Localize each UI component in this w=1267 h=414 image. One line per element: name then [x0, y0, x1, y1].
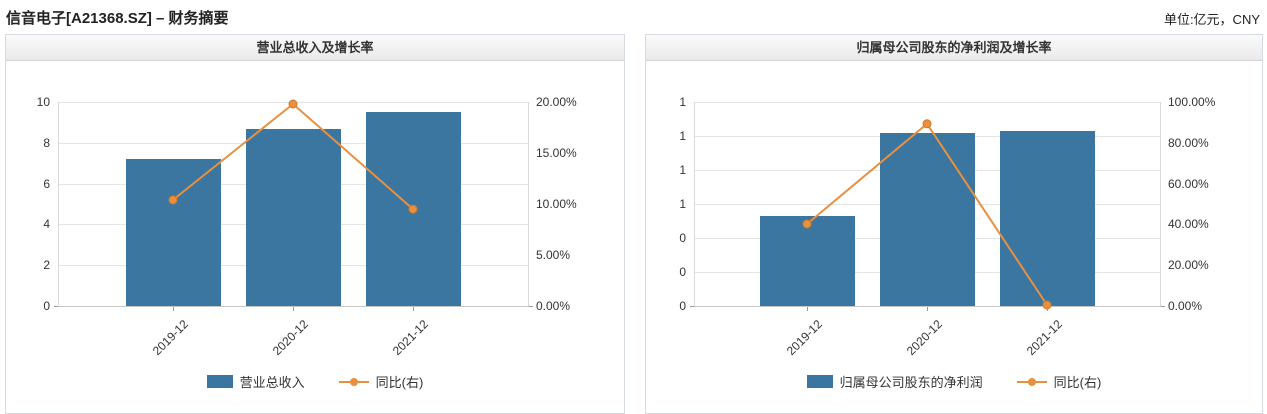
legend-item-line[interactable]: 同比(右): [338, 372, 424, 391]
x-axis-line: [58, 306, 529, 307]
right-axis-tick: [529, 306, 533, 307]
legend-item-bar[interactable]: 归属母公司股东的净利润: [806, 372, 983, 391]
legend-label: 同比(右): [1053, 375, 1102, 390]
revenue-chart-panel: 营业总收入及增长率 10 8 6 4 2 0 20.00% 15.00% 10.00% 5.00%…: [5, 34, 625, 414]
growth-point-2019-12[interactable]: [802, 219, 812, 229]
x-axis-label-2019-12: 2019-12: [783, 317, 825, 359]
growth-line[interactable]: [806, 122, 1048, 306]
x-axis-label-2019-12: 2019-12: [149, 317, 191, 359]
bar-2019-12[interactable]: [759, 216, 855, 306]
legend-label: 同比(右): [375, 375, 424, 390]
chart-legend: 营业总收入 同比(右): [6, 372, 624, 391]
left-y-axis-label: 0: [679, 265, 686, 279]
x-axis-tick: [1047, 307, 1048, 311]
line-series-swatch-icon: [1016, 375, 1047, 388]
left-y-axis-label: 6: [43, 177, 50, 191]
right-y-axis-label: 80.00%: [1168, 136, 1209, 150]
legend-item-bar[interactable]: 营业总收入: [206, 372, 305, 391]
chart-legend: 归属母公司股东的净利润 同比(右): [646, 372, 1262, 391]
right-y-axis-line: [528, 102, 529, 306]
right-y-axis-label: 100.00%: [1168, 95, 1216, 109]
right-axis-tick: [1161, 306, 1165, 307]
legend-label: 营业总收入: [239, 375, 305, 390]
left-y-axis-line: [694, 102, 695, 306]
left-y-axis-label: 1: [679, 95, 686, 109]
growth-point-2021-12[interactable]: [408, 204, 418, 214]
x-axis-tick: [293, 307, 294, 311]
left-y-axis-label: 0: [43, 299, 50, 313]
right-y-axis-label: 40.00%: [1168, 217, 1209, 231]
left-y-axis-label: 1: [679, 197, 686, 211]
x-axis-label-2021-12: 2021-12: [1023, 317, 1065, 359]
left-axis-tick: [690, 306, 694, 307]
left-y-axis-label: 2: [43, 258, 50, 272]
right-y-axis-label: 0.00%: [1168, 299, 1203, 313]
left-y-axis-label: 1: [679, 129, 686, 143]
bar-series-swatch-icon: [206, 375, 233, 388]
left-y-axis-label: 0: [679, 299, 686, 313]
left-y-axis-label: 8: [43, 136, 50, 150]
right-y-axis-label: 0.00%: [536, 299, 571, 313]
line-series-swatch-icon: [338, 375, 369, 388]
bar-2019-12[interactable]: [125, 159, 221, 306]
growth-line-layer: [168, 99, 418, 214]
right-y-axis-line: [1160, 102, 1161, 306]
growth-line-layer: [802, 119, 1052, 310]
x-axis-tick: [927, 307, 928, 311]
legend-label: 归属母公司股东的净利润: [839, 375, 983, 390]
growth-point-2019-12[interactable]: [168, 195, 178, 205]
right-y-axis-label: 15.00%: [536, 146, 577, 160]
left-y-axis-label: 0: [679, 231, 686, 245]
left-axis-tick: [54, 306, 58, 307]
x-axis-tick: [807, 307, 808, 311]
growth-point-2020-12[interactable]: [922, 119, 932, 129]
revenue-chart: 10 8 6 4 2 0 20.00% 15.00% 10.00% 5.00% 0.00% 2019-…: [6, 61, 624, 413]
line-swatch-dot: [349, 378, 358, 386]
bar-2020-12[interactable]: [245, 129, 341, 306]
net-profit-chart: 1 1 1 1 0 0 0 100.00% 80.00% 60.00% 40.00% 20.00% 0.…: [646, 61, 1262, 413]
x-axis-label-2020-12: 2020-12: [903, 317, 945, 359]
left-y-axis-label: 1: [679, 163, 686, 177]
bar-2020-12[interactable]: [879, 133, 975, 306]
right-y-axis-label: 5.00%: [536, 248, 571, 262]
right-y-axis-label: 10.00%: [536, 197, 577, 211]
revenue-chart-title: 营业总收入及增长率: [6, 35, 624, 61]
right-y-axis-label: 20.00%: [1168, 258, 1209, 272]
x-axis-line: [694, 306, 1161, 307]
page-title: 信音电子[A21368.SZ] – 财务摘要: [6, 10, 229, 27]
right-y-axis-label: 20.00%: [536, 95, 577, 109]
gridline: [694, 102, 1160, 103]
net-profit-chart-panel: 归属母公司股东的净利润及增长率 1 1 1 1 0 0 0 100.00% 80.00% 60.0…: [645, 34, 1263, 414]
legend-item-line[interactable]: 同比(右): [1016, 372, 1102, 391]
unit-label: 单位:亿元，CNY: [1163, 12, 1260, 27]
net-profit-chart-title: 归属母公司股东的净利润及增长率: [646, 35, 1262, 61]
x-axis-tick: [413, 307, 414, 311]
left-y-axis-line: [58, 102, 59, 306]
right-y-axis-label: 60.00%: [1168, 177, 1209, 191]
x-axis-label-2021-12: 2021-12: [389, 317, 431, 359]
x-axis-label-2020-12: 2020-12: [269, 317, 311, 359]
left-y-axis-label: 10: [36, 95, 50, 109]
bar-series-swatch-icon: [806, 375, 833, 388]
line-swatch-dot: [1027, 378, 1036, 386]
growth-point-2020-12[interactable]: [288, 99, 298, 109]
x-axis-tick: [173, 307, 174, 311]
left-y-axis-label: 4: [43, 217, 50, 231]
growth-line[interactable]: [172, 102, 414, 210]
bar-2021-12[interactable]: [999, 131, 1095, 306]
